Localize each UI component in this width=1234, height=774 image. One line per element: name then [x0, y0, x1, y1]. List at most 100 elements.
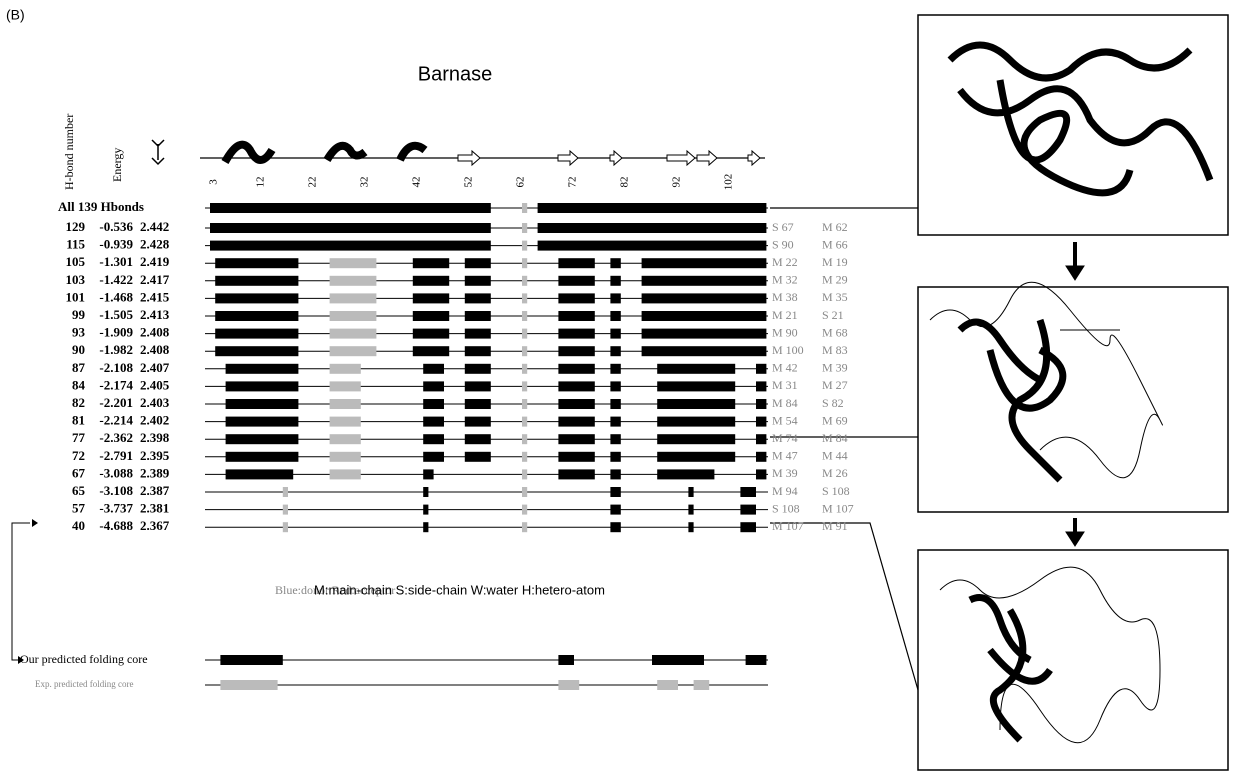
distance: 2.367: [140, 518, 170, 533]
distance: 2.403: [140, 395, 170, 410]
segment: [423, 452, 444, 462]
segment: [283, 487, 288, 497]
segment: [610, 329, 620, 339]
residue-tick: 62: [515, 177, 527, 188]
segment: [657, 381, 735, 391]
segment: [226, 399, 299, 409]
segment: [522, 452, 527, 462]
segment: [226, 381, 299, 391]
core-exp-label: Exp. predicted folding core: [35, 679, 133, 689]
segment: [226, 364, 299, 374]
acceptor: M 66: [822, 237, 848, 251]
segment: [610, 258, 620, 268]
hbond-number: 115: [66, 237, 85, 252]
segment: [522, 346, 527, 356]
segment: [610, 487, 620, 497]
acceptor: M 107: [822, 501, 854, 515]
energy: -3.088: [99, 465, 133, 480]
donor: S 108: [772, 501, 800, 515]
energy: -4.688: [99, 518, 133, 533]
segment: [558, 346, 594, 356]
segment: [465, 452, 491, 462]
distance-icon: [152, 140, 164, 164]
residue-tick: 92: [671, 177, 683, 188]
segment: [423, 522, 428, 532]
donor: S 90: [772, 237, 794, 251]
energy: -2.791: [99, 448, 133, 463]
hbond-number: 67: [72, 465, 86, 480]
segment: [465, 364, 491, 374]
segment: [610, 381, 620, 391]
donor: M 32: [772, 273, 798, 287]
segment: [756, 452, 766, 462]
segment: [465, 381, 491, 391]
residue-tick: 102: [723, 174, 735, 191]
energy: -1.982: [99, 342, 133, 357]
segment: [740, 522, 756, 532]
panel-label: (B): [6, 7, 25, 23]
segment: [465, 293, 491, 303]
segment: [688, 505, 693, 515]
hbond-number: 72: [72, 448, 85, 463]
legend-types: M:main-chain S:side-chain W:water H:hete…: [314, 582, 605, 597]
segment: [558, 452, 594, 462]
segment: [642, 258, 767, 268]
hbond-number: 129: [66, 219, 86, 234]
energy: -2.108: [99, 360, 133, 375]
segment: [558, 311, 594, 321]
segment: [423, 505, 428, 515]
segment: [413, 293, 449, 303]
energy: -2.214: [99, 413, 133, 428]
title: Barnase: [418, 63, 493, 85]
segment: [558, 434, 594, 444]
residue-tick: 32: [359, 177, 371, 188]
donor: S 67: [772, 220, 794, 234]
segment: [538, 203, 767, 213]
segment: [558, 680, 579, 690]
donor: M 90: [772, 325, 798, 339]
segment: [522, 381, 527, 391]
segment: [642, 329, 767, 339]
donor: M 74: [772, 431, 798, 445]
segment: [642, 311, 767, 321]
hbond-number: 93: [72, 325, 86, 340]
segment: [413, 276, 449, 286]
hbond-number: 103: [66, 272, 86, 287]
energy: -1.505: [99, 307, 133, 322]
distance: 2.405: [140, 377, 170, 392]
distance: 2.398: [140, 430, 170, 445]
segment: [226, 417, 299, 427]
distance: 2.408: [140, 325, 170, 340]
page: {"panel_label": "(B)", "title": "Barnase…: [0, 0, 1234, 774]
segment: [558, 469, 594, 479]
donor: M 47: [772, 449, 798, 463]
distance: 2.415: [140, 289, 170, 304]
segment: [657, 399, 735, 409]
segment: [522, 223, 527, 233]
segment: [688, 522, 693, 532]
segment: [330, 258, 377, 268]
segment: [688, 487, 693, 497]
acceptor: M 62: [822, 220, 848, 234]
segment: [522, 276, 527, 286]
acceptor: M 84: [822, 431, 848, 445]
segment: [423, 487, 428, 497]
header-hbond: H-bond number: [62, 114, 76, 190]
segment: [740, 505, 756, 515]
residue-tick: 72: [567, 177, 579, 188]
segment: [283, 522, 288, 532]
segment: [657, 469, 714, 479]
core-connector: [12, 523, 30, 660]
energy: -2.174: [99, 377, 133, 392]
donor: M 22: [772, 255, 798, 269]
segment: [413, 311, 449, 321]
segment: [756, 434, 766, 444]
segment: [215, 293, 298, 303]
segment: [642, 346, 767, 356]
segment: [215, 346, 298, 356]
segment: [642, 276, 767, 286]
energy: -1.468: [99, 289, 133, 304]
donor: M 21: [772, 308, 798, 322]
segment: [226, 434, 299, 444]
segment: [423, 434, 444, 444]
